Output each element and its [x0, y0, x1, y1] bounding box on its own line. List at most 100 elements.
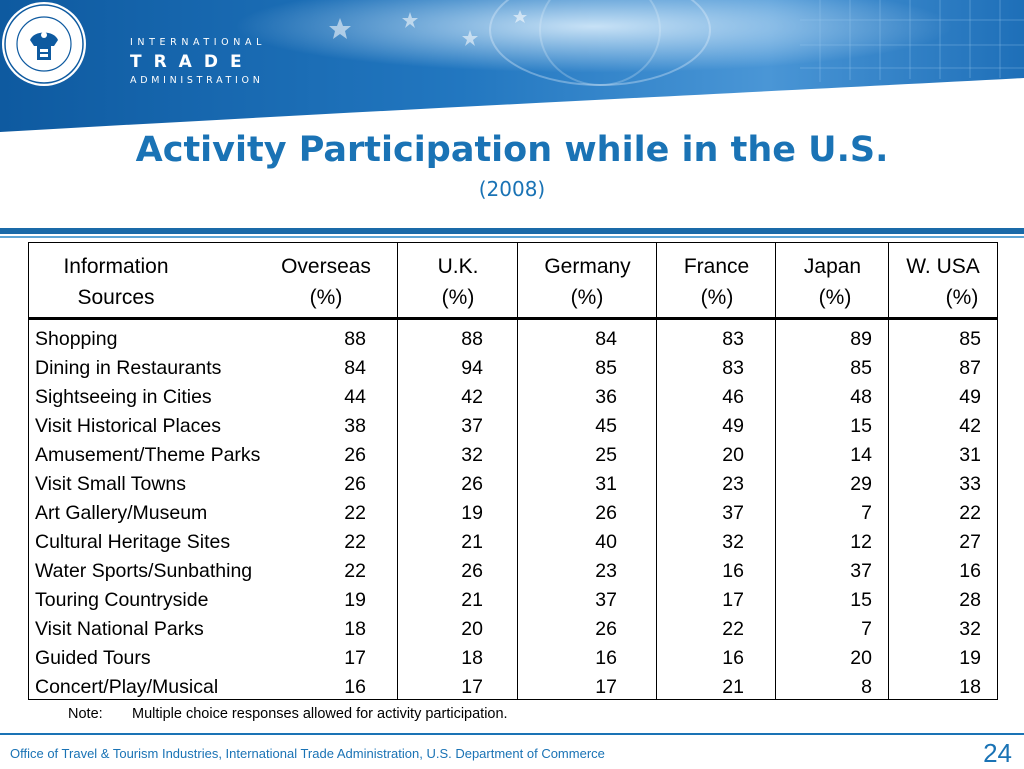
table-cell: 26 — [344, 444, 366, 466]
table-cell: 12 — [850, 531, 872, 553]
column-separator — [888, 243, 889, 699]
table-cell: 45 — [595, 415, 617, 437]
header-label-line1: Information — [63, 255, 169, 278]
table-cell: 19 — [959, 647, 981, 669]
table-cell: 29 — [850, 473, 872, 495]
column-separator — [517, 243, 518, 699]
table-cell: 22 — [344, 531, 366, 553]
table-row-label: Art Gallery/Museum — [35, 502, 208, 524]
page-subtitle: (2008) — [478, 177, 546, 201]
table-row-label: Cultural Heritage Sites — [35, 531, 231, 553]
table-cell: 42 — [461, 386, 483, 408]
table-header-divider — [29, 317, 997, 320]
table-cell: 37 — [850, 560, 872, 582]
table-row-label: Touring Countryside — [35, 589, 209, 611]
table-cell: 44 — [344, 386, 366, 408]
table-cell: 16 — [959, 560, 981, 582]
table-cell: 16 — [722, 647, 744, 669]
column-header: Germany — [519, 251, 656, 282]
page-title: Activity Participation while in the U.S. — [135, 130, 889, 170]
table-row-label: Amusement/Theme Parks — [35, 444, 261, 466]
table-cell: 17 — [722, 589, 744, 611]
table-cell: 37 — [722, 502, 744, 524]
table-header-information-sources: Information Sources — [41, 251, 191, 313]
table-row-label: Sightseeing in Cities — [35, 386, 212, 408]
table-cell: 17 — [595, 676, 617, 698]
department-of-commerce-seal-icon — [2, 2, 86, 86]
table-cell: 26 — [461, 473, 483, 495]
table-row-label: Visit National Parks — [35, 618, 204, 640]
title-divider — [0, 228, 1024, 234]
note-label: Note: — [68, 706, 103, 722]
table-cell: 19 — [344, 589, 366, 611]
note-text: Multiple choice responses allowed for ac… — [132, 706, 508, 722]
table-cell: 23 — [595, 560, 617, 582]
table-cell: 26 — [595, 618, 617, 640]
table-cell: 19 — [461, 502, 483, 524]
table-cell: 28 — [959, 589, 981, 611]
table-cell: 8 — [861, 676, 872, 698]
agency-line-trade: TRADE — [130, 51, 254, 72]
column-header-unit: (%) — [945, 286, 979, 309]
table-cell: 15 — [850, 415, 872, 437]
page-number: 24 — [983, 738, 1012, 768]
table-cell: 22 — [959, 502, 981, 524]
table-cell: 94 — [461, 357, 483, 379]
table-row-label: Visit Small Towns — [35, 473, 187, 495]
table-cell: 17 — [344, 647, 366, 669]
table-cell: 32 — [461, 444, 483, 466]
table-cell: 21 — [461, 589, 483, 611]
table-cell: 18 — [959, 676, 981, 698]
table-cell: 27 — [959, 531, 981, 553]
title-divider-thin — [0, 236, 1024, 238]
table-cell: 25 — [595, 444, 617, 466]
table-cell: 18 — [344, 618, 366, 640]
table-cell: 20 — [461, 618, 483, 640]
table-cell: 16 — [722, 560, 744, 582]
header-label-line2: Sources — [77, 286, 155, 309]
table-row-label: Shopping — [35, 328, 118, 350]
table-cell: 49 — [722, 415, 744, 437]
column-header-unit: (%) — [441, 286, 475, 309]
footer-divider — [0, 733, 1024, 735]
table-cell: 26 — [344, 473, 366, 495]
column-header-name: U.K. — [437, 255, 479, 278]
banner-background — [0, 0, 1024, 132]
table-cell: 16 — [595, 647, 617, 669]
column-header-name: W. USA — [906, 255, 980, 278]
table-cell: 23 — [722, 473, 744, 495]
column-header-unit: (%) — [570, 286, 604, 309]
table-cell: 26 — [595, 502, 617, 524]
table-cell: 85 — [850, 357, 872, 379]
table-cell: 46 — [722, 386, 744, 408]
table-cell: 84 — [344, 357, 366, 379]
table-cell: 31 — [959, 444, 981, 466]
table-cell: 83 — [722, 357, 744, 379]
table-cell: 49 — [959, 386, 981, 408]
column-separator — [397, 243, 398, 699]
table-cell: 26 — [461, 560, 483, 582]
column-header: Japan — [777, 251, 888, 282]
table-cell: 7 — [861, 502, 872, 524]
table-cell: 31 — [595, 473, 617, 495]
footer-text: Office of Travel & Tourism Industries, I… — [10, 746, 605, 761]
column-header-unit: (%) — [818, 286, 852, 309]
table-cell: 38 — [344, 415, 366, 437]
table-cell: 87 — [959, 357, 981, 379]
column-header: U.K. — [399, 251, 517, 282]
table-cell: 17 — [461, 676, 483, 698]
table-cell: 85 — [959, 328, 981, 350]
column-header-name: Overseas — [281, 255, 371, 278]
column-header-unit: (%) — [700, 286, 734, 309]
table-cell: 21 — [461, 531, 483, 553]
column-header: France — [658, 251, 775, 282]
table-cell: 22 — [344, 502, 366, 524]
table-cell: 16 — [344, 676, 366, 698]
table-cell: 85 — [595, 357, 617, 379]
agency-line-administration: ADMINISTRATION — [130, 74, 264, 86]
column-header-name: France — [683, 255, 750, 278]
table-cell: 40 — [595, 531, 617, 553]
table-cell: 15 — [850, 589, 872, 611]
table-cell: 18 — [461, 647, 483, 669]
table-cell: 84 — [595, 328, 617, 350]
